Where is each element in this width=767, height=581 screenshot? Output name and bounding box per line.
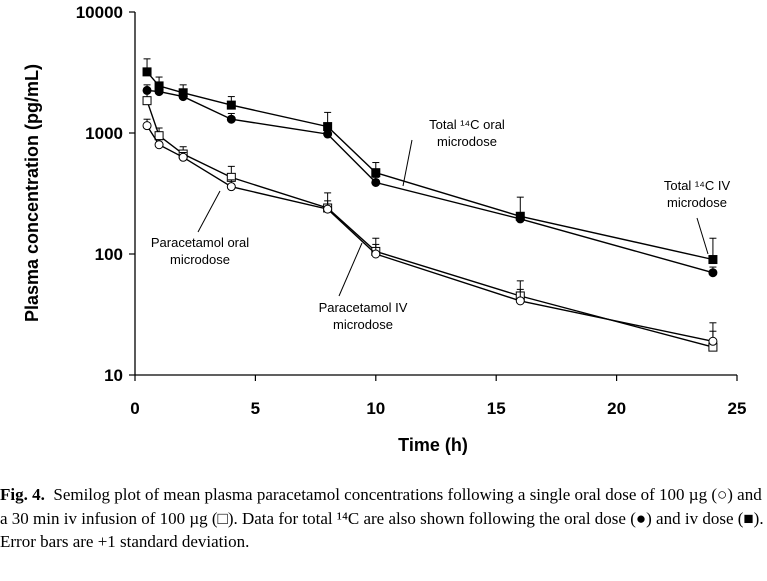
x-tick-label: 10 [366, 399, 385, 418]
annotation-total-oral: Total ¹⁴C oral microdose [402, 117, 505, 187]
annotation-text: Total ¹⁴C oral [429, 117, 505, 132]
annotation-para-iv: Paracetamol IV microdose [319, 242, 408, 332]
data-point [371, 177, 381, 187]
axes: 0 5 10 15 20 25 10 100 1000 10000 [76, 3, 747, 418]
y-tick-label: 10000 [76, 3, 123, 22]
annotation-text: microdose [667, 195, 727, 210]
annotation-text: microdose [437, 134, 497, 149]
data-point [178, 92, 188, 102]
annotation-para-oral: Paracetamol oral microdose [151, 190, 249, 267]
data-point [226, 182, 236, 192]
leader-line [338, 242, 363, 297]
plasma-concentration-chart: 0 5 10 15 20 25 10 100 1000 10000 Total ¹⁴C oral m… [22, 3, 747, 455]
x-tick-label: 5 [251, 399, 260, 418]
leader-line [197, 190, 221, 233]
annotation-text: Total ¹⁴C IV [664, 178, 731, 193]
data-point [371, 168, 381, 178]
leader-line [696, 217, 709, 255]
data-point [142, 67, 152, 77]
annotation-text: Paracetamol oral [151, 235, 249, 250]
series-line [146, 100, 714, 348]
annotation-text: Paracetamol IV [319, 300, 408, 315]
data-point [154, 87, 164, 97]
data-point [323, 129, 333, 139]
y-tick-label: 100 [95, 245, 123, 264]
annotations: Total ¹⁴C oral microdose Total ¹⁴C IV micro… [151, 117, 731, 332]
x-tick-label: 0 [130, 399, 139, 418]
data-point [154, 131, 164, 141]
y-tick-label: 10 [104, 366, 123, 385]
series-filled-square [142, 58, 718, 265]
data-point [708, 336, 718, 346]
data-point [371, 249, 381, 259]
y-tick-label: 1000 [85, 124, 123, 143]
annotation-total-iv: Total ¹⁴C IV microdose [664, 178, 731, 255]
data-point [515, 214, 525, 224]
x-tick-label: 20 [607, 399, 626, 418]
x-tick-label: 15 [487, 399, 506, 418]
data-point [142, 121, 152, 131]
caption-label: Fig. 4. [0, 485, 45, 504]
data-point [142, 96, 152, 106]
x-axis-title: Time (h) [398, 435, 468, 455]
leader-line [402, 139, 413, 187]
data-point [708, 255, 718, 265]
annotation-text: microdose [170, 252, 230, 267]
data-point [178, 152, 188, 162]
series-line [146, 125, 714, 342]
data-point [708, 268, 718, 278]
series-line [146, 71, 714, 261]
caption-text: Semilog plot of mean plasma paracetamol … [0, 485, 764, 551]
figure-caption: Fig. 4. Semilog plot of mean plasma para… [0, 483, 767, 554]
data-point [226, 100, 236, 110]
series-open-circle [142, 118, 718, 346]
data-point [323, 204, 333, 214]
y-axis-title: Plasma concentration (pg/mL) [22, 64, 42, 322]
series-layer [142, 58, 718, 352]
x-tick-label: 25 [728, 399, 747, 418]
data-point [515, 296, 525, 306]
annotation-text: microdose [333, 317, 393, 332]
data-point [154, 140, 164, 150]
data-point [226, 114, 236, 124]
